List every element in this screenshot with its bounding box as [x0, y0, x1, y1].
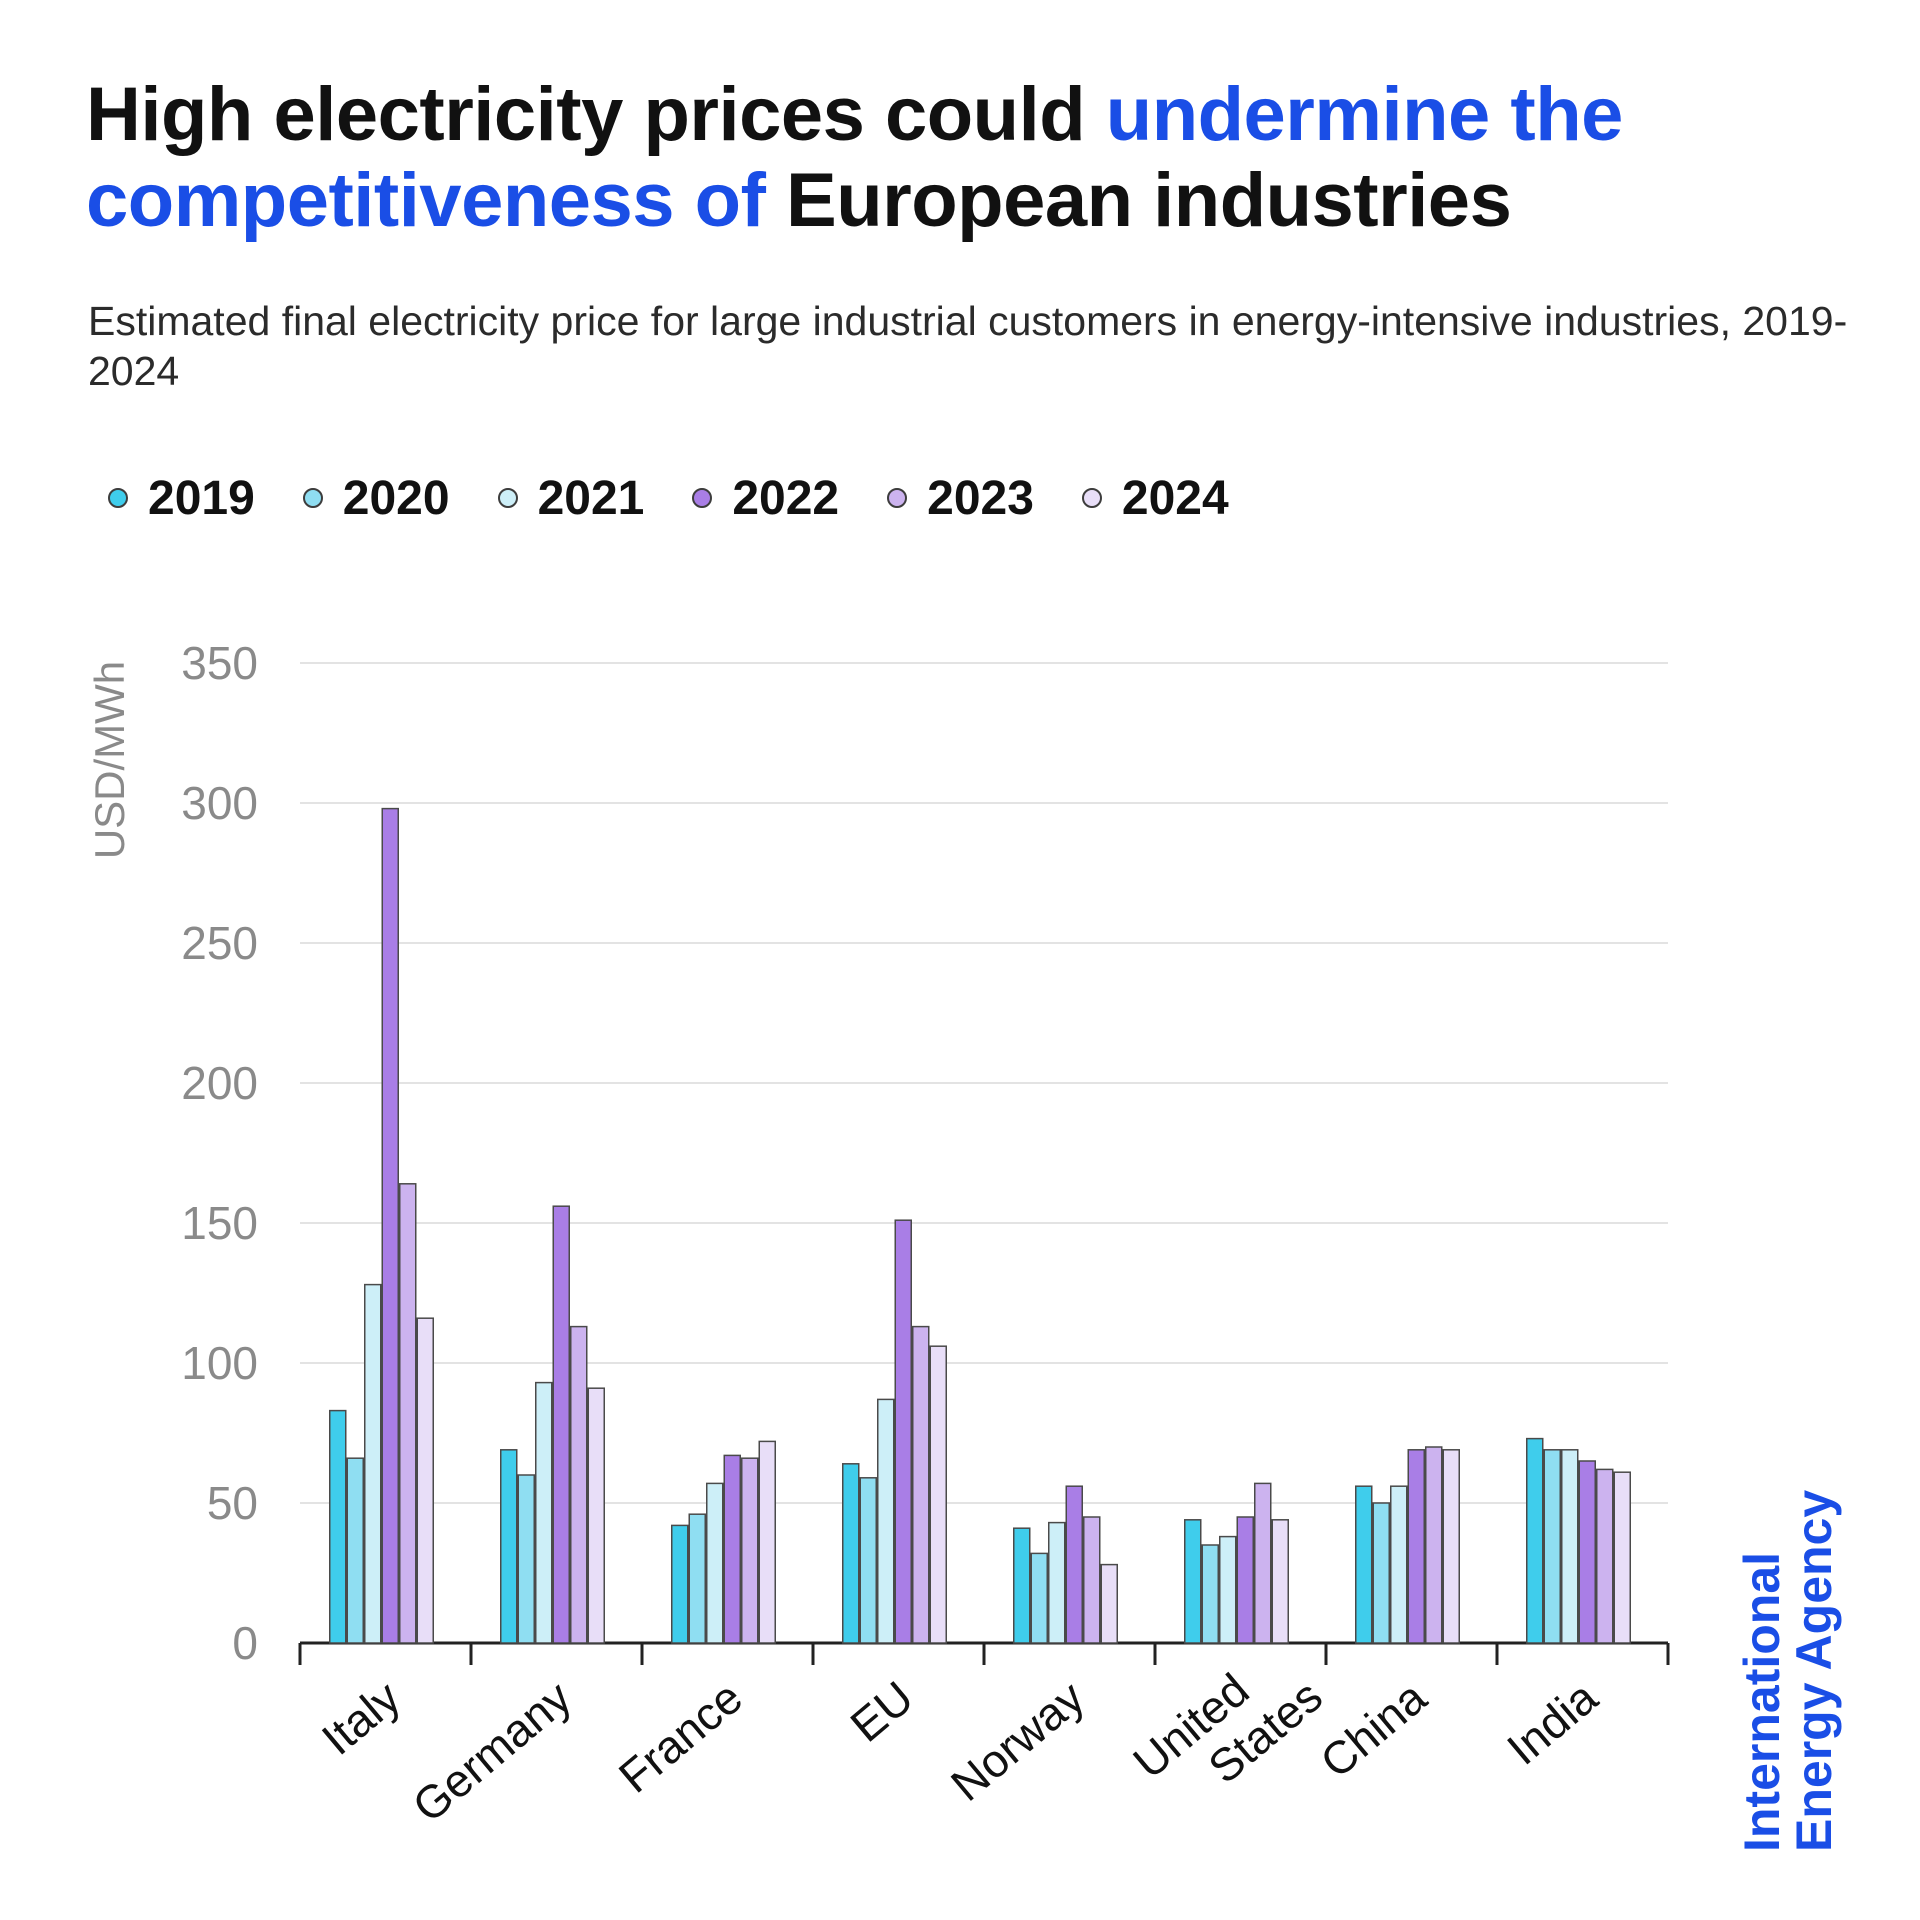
bar-italy-2020 — [346, 1457, 364, 1644]
bar-india-2022 — [1578, 1460, 1596, 1644]
y-tick-label-300: 300 — [181, 777, 258, 829]
chart-subtitle: Estimated final electricity price for la… — [88, 298, 1848, 394]
bar-germany-2020 — [517, 1474, 535, 1644]
bar-norway-2021 — [1048, 1521, 1066, 1644]
y-tick-label-0: 0 — [232, 1617, 258, 1669]
bar-norway-2019 — [1013, 1527, 1031, 1644]
bar-india-2021 — [1561, 1449, 1579, 1644]
legend-swatch-2023 — [887, 488, 908, 508]
x-tick-label-france: France — [609, 1671, 752, 1803]
legend-label-2020: 2020 — [342, 471, 450, 525]
legend-item-2020: 2020 — [302, 471, 450, 526]
bar-china-2019 — [1355, 1485, 1373, 1644]
bar-united-states-2021 — [1219, 1535, 1237, 1644]
x-tick-label-line: EU — [841, 1671, 923, 1752]
bar-china-2022 — [1407, 1449, 1425, 1644]
y-tick-label-250: 250 — [181, 917, 258, 969]
x-tick-label-line: China — [1310, 1671, 1436, 1788]
bar-eu-2020 — [859, 1477, 877, 1644]
title-part-1: High electricity prices could — [86, 72, 1106, 157]
bar-germany-2024 — [587, 1387, 605, 1644]
logo-line-2: Energy Agency — [1786, 1489, 1842, 1852]
legend-item-2024: 2024 — [1081, 471, 1229, 526]
y-tick-label-100: 100 — [181, 1337, 258, 1389]
bar-india-2020 — [1543, 1449, 1561, 1644]
bar-india-2019 — [1526, 1437, 1544, 1644]
bar-italy-2023 — [399, 1183, 417, 1644]
bar-germany-2022 — [552, 1205, 570, 1644]
x-tick-label-germany: Germany — [403, 1671, 581, 1832]
bar-france-2020 — [688, 1513, 706, 1644]
title-highlight: undermine the competitiveness of — [86, 72, 1623, 243]
x-tick-label-line: France — [609, 1671, 752, 1803]
bar-india-2024 — [1613, 1471, 1631, 1644]
title-part-3: European industries — [765, 158, 1512, 243]
legend-item-2023: 2023 — [887, 471, 1034, 526]
y-tick-label-50: 50 — [207, 1477, 258, 1529]
logo-line-1: International — [1734, 1551, 1790, 1852]
bar-eu-2021 — [877, 1398, 895, 1644]
legend-swatch-2021 — [497, 488, 518, 508]
bar-united-states-2019 — [1184, 1519, 1202, 1644]
bar-italy-2022 — [381, 807, 399, 1644]
bar-india-2023 — [1596, 1468, 1614, 1644]
legend-label-2023: 2023 — [927, 471, 1034, 525]
legend-label-2021: 2021 — [537, 471, 645, 525]
bar-germany-2023 — [570, 1325, 588, 1644]
y-axis-label: USD/MWh — [86, 661, 133, 859]
legend-label-2019: 2019 — [148, 471, 255, 525]
bar-norway-2024 — [1100, 1563, 1118, 1644]
iea-logo: International Energy Agency — [1734, 1489, 1842, 1852]
x-tick-label-eu: EU — [841, 1671, 923, 1752]
bar-france-2022 — [723, 1454, 741, 1644]
legend-swatch-2020 — [302, 488, 323, 508]
bar-france-2019 — [671, 1524, 689, 1644]
bar-united-states-2023 — [1254, 1482, 1272, 1644]
legend-swatch-2022 — [692, 488, 713, 508]
bar-france-2024 — [758, 1440, 776, 1644]
bar-norway-2022 — [1065, 1485, 1083, 1644]
bar-germany-2021 — [535, 1381, 553, 1644]
bar-china-2021 — [1390, 1485, 1408, 1644]
x-tick-label-norway: Norway — [941, 1671, 1094, 1811]
legend-label-2022: 2022 — [732, 471, 840, 525]
bar-norway-2020 — [1030, 1552, 1048, 1644]
x-tick-label-line: Italy — [312, 1671, 410, 1765]
x-tick-label-line: India — [1497, 1671, 1607, 1775]
bar-italy-2024 — [416, 1317, 434, 1644]
bar-italy-2021 — [364, 1283, 382, 1644]
legend: 2019 2020 2021 2022 2023 2024 — [108, 470, 1277, 526]
bar-eu-2023 — [912, 1325, 930, 1644]
bar-norway-2023 — [1083, 1516, 1101, 1644]
y-tick-label-150: 150 — [181, 1197, 258, 1249]
x-tick-label-italy: Italy — [312, 1671, 410, 1765]
chart-title: High electricity prices could undermine … — [86, 72, 1826, 244]
x-tick-label-line: Norway — [941, 1671, 1094, 1811]
bar-china-2023 — [1425, 1446, 1443, 1644]
bar-united-states-2024 — [1271, 1519, 1289, 1644]
legend-label-2024: 2024 — [1121, 471, 1229, 525]
bar-united-states-2022 — [1236, 1516, 1254, 1644]
legend-item-2022: 2022 — [692, 471, 839, 526]
bar-china-2020 — [1372, 1502, 1390, 1644]
bar-france-2023 — [741, 1457, 759, 1644]
bar-france-2021 — [706, 1482, 724, 1644]
bar-eu-2024 — [929, 1345, 947, 1644]
bar-germany-2019 — [500, 1449, 518, 1644]
bar-china-2024 — [1442, 1449, 1460, 1644]
bar-eu-2022 — [894, 1219, 912, 1644]
bar-italy-2019 — [329, 1409, 347, 1644]
legend-item-2021: 2021 — [497, 471, 645, 526]
x-tick-label-line: Germany — [403, 1671, 581, 1832]
y-tick-label-200: 200 — [181, 1057, 258, 1109]
y-tick-label-350: 350 — [181, 637, 258, 689]
legend-swatch-2024 — [1081, 488, 1102, 508]
bar-united-states-2020 — [1201, 1544, 1219, 1644]
legend-item-2019: 2019 — [108, 471, 255, 526]
bar-eu-2019 — [842, 1463, 860, 1644]
x-tick-label-china: China — [1310, 1671, 1436, 1788]
legend-swatch-2019 — [108, 488, 128, 508]
x-tick-label-india: India — [1497, 1671, 1607, 1775]
